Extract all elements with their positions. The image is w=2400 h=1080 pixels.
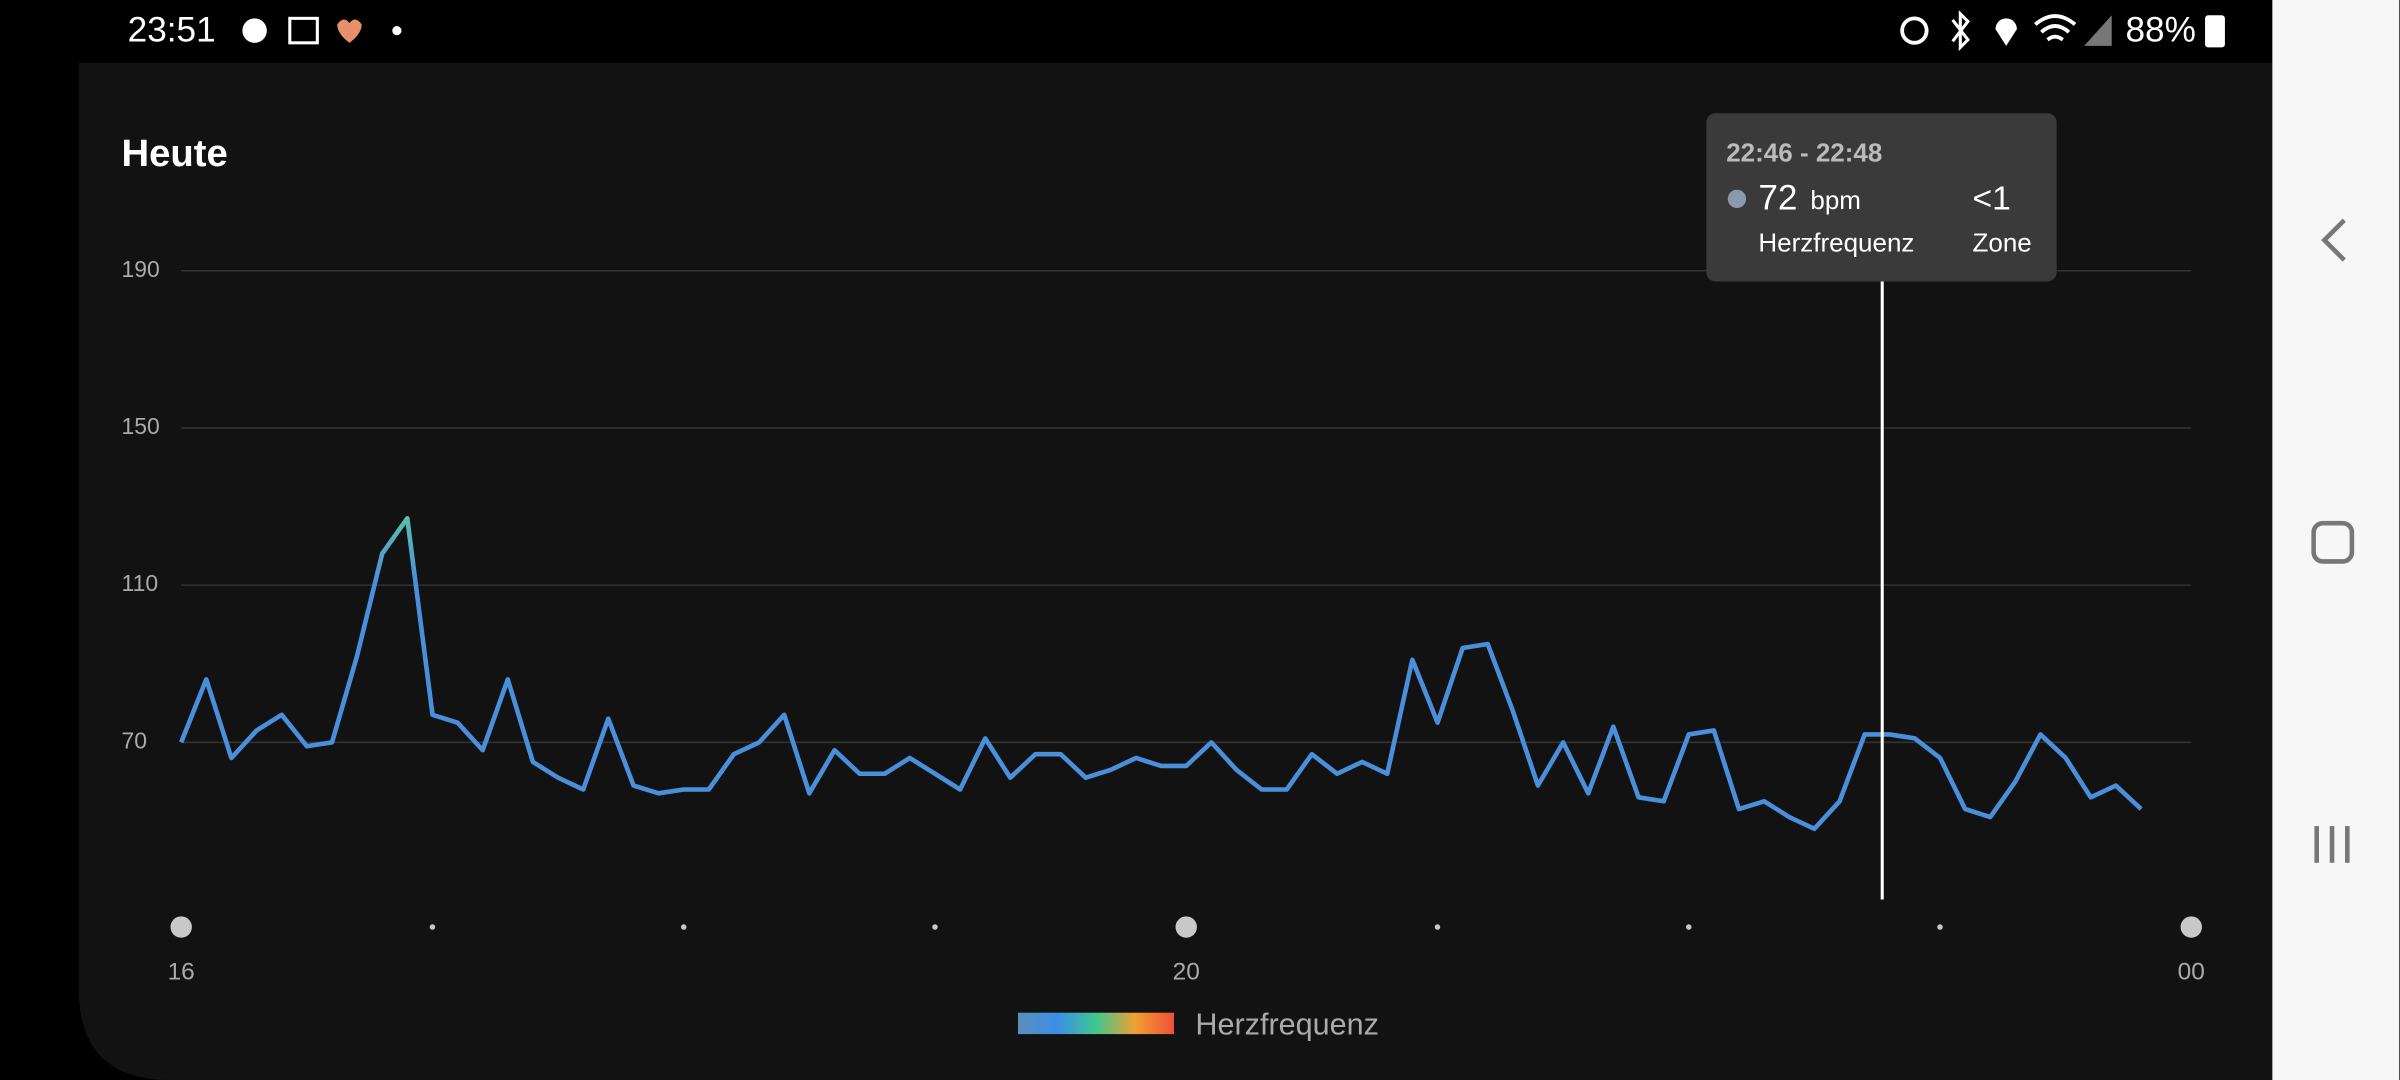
home-button[interactable] [2311, 520, 2355, 564]
nav-bar [2272, 0, 2400, 1080]
x-minor-tick [680, 924, 687, 930]
x-minor-tick [932, 924, 938, 930]
status-time: 23:51 [128, 10, 216, 49]
tooltip-zone-label: Zone [1973, 228, 2032, 258]
y-tick-label: 70 [122, 727, 148, 753]
x-minor-tick [1434, 924, 1441, 930]
settings-icon [242, 18, 267, 43]
tooltip-dot [1727, 189, 1747, 209]
tooltip-label: Herzfrequenz [1758, 228, 1914, 258]
x-tick-dot [1175, 916, 1197, 938]
x-tick-dot [170, 916, 192, 938]
tooltip-zone: <1 [1973, 180, 2011, 217]
dot-icon [392, 26, 402, 36]
back-button[interactable] [2321, 218, 2346, 262]
x-minor-tick [1685, 924, 1692, 930]
legend-label: Herzfrequenz [1195, 1008, 1379, 1042]
chart-title: Heute [122, 132, 228, 175]
recents-button[interactable] [2314, 826, 2350, 863]
heart-rate-line [179, 515, 2143, 832]
tooltip [1706, 113, 2057, 282]
x-tick-label: 00 [2178, 958, 2205, 985]
health-icon [337, 19, 362, 43]
battery-text: 88% [2125, 10, 2195, 49]
battery-icon [2205, 15, 2225, 48]
tooltip-time: 22:46 - 22:48 [1726, 137, 1882, 167]
x-tick-label: 20 [1173, 958, 1200, 985]
alarm-icon [1900, 16, 1929, 45]
card [78, 62, 2273, 1080]
x-minor-tick [1937, 924, 1943, 930]
tooltip-value: 72 [1758, 179, 1797, 218]
screen-icon [288, 16, 319, 45]
wifi-icon [2034, 14, 2077, 42]
x-minor-tick [429, 924, 436, 930]
bluetooth-icon [1951, 10, 1970, 52]
location-icon [1995, 18, 2017, 46]
y-tick-label: 110 [122, 570, 159, 596]
y-tick-label: 190 [122, 256, 160, 282]
x-tick-label: 16 [168, 958, 195, 985]
legend-swatch [1017, 1012, 1174, 1035]
x-tick-dot [2180, 916, 2202, 938]
y-tick-label: 150 [122, 413, 160, 439]
tooltip-unit: bpm [1810, 185, 1861, 215]
